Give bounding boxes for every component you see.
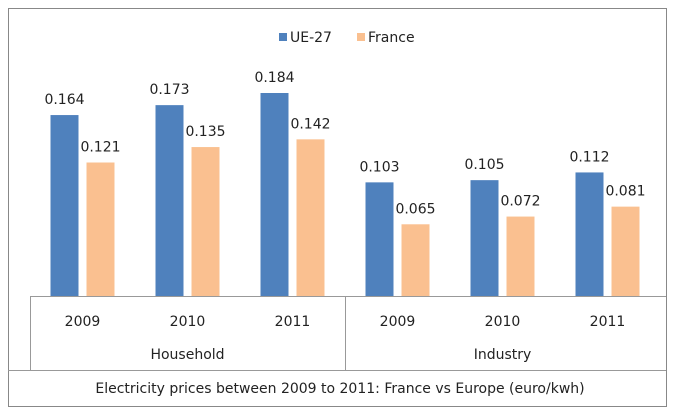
data-label: 0.081 xyxy=(605,184,645,200)
data-label: 0.072 xyxy=(500,194,540,210)
chart-frame xyxy=(8,8,667,407)
x-tick-label: 2011 xyxy=(590,314,626,330)
x-tick-label: 2010 xyxy=(485,314,521,330)
chart-title: Electricity prices between 2009 to 2011:… xyxy=(95,381,584,397)
data-label: 0.105 xyxy=(464,157,504,173)
bar xyxy=(611,206,640,296)
group-label: Household xyxy=(150,347,224,363)
bar xyxy=(50,115,79,296)
data-label: 0.184 xyxy=(254,70,294,86)
data-label: 0.103 xyxy=(359,159,399,175)
x-tick-label: 2011 xyxy=(275,314,311,330)
bar xyxy=(155,105,184,297)
legend-label: UE-27 xyxy=(290,30,332,46)
data-label: 0.164 xyxy=(44,92,84,108)
group-label: Industry xyxy=(474,347,532,363)
data-label: 0.135 xyxy=(185,124,225,140)
data-label: 0.121 xyxy=(80,140,120,156)
legend-swatch xyxy=(357,33,365,41)
data-label: 0.173 xyxy=(149,82,189,98)
bar xyxy=(575,172,604,296)
x-tick-label: 2009 xyxy=(65,314,101,330)
data-label: 0.142 xyxy=(290,116,330,132)
bar xyxy=(470,180,499,296)
bar xyxy=(260,93,289,296)
legend-label: France xyxy=(368,30,415,46)
bar xyxy=(506,216,535,296)
x-tick-label: 2010 xyxy=(170,314,206,330)
bar xyxy=(296,139,325,296)
bar xyxy=(191,147,220,296)
x-tick-label: 2009 xyxy=(380,314,416,330)
legend-swatch xyxy=(279,33,287,41)
bar xyxy=(401,224,430,296)
bar xyxy=(365,182,394,296)
data-label: 0.112 xyxy=(569,149,609,165)
bar xyxy=(86,162,115,296)
data-label: 0.065 xyxy=(395,201,435,217)
